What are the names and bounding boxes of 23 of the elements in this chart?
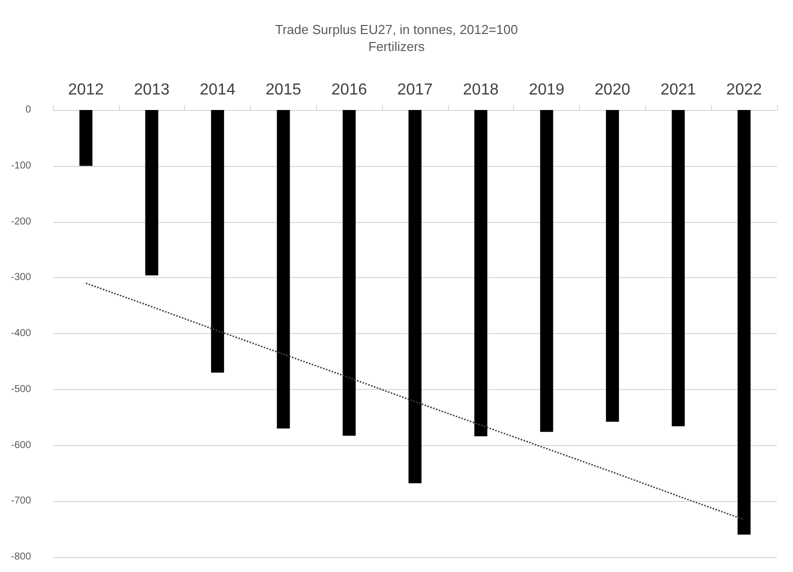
y-tick-label: -800 xyxy=(11,552,32,562)
x-tick-label: 2019 xyxy=(528,82,565,98)
y-tick-label: -700 xyxy=(11,496,32,507)
y-tick-label: 0 xyxy=(25,104,32,116)
x-tick-label: 2015 xyxy=(266,82,302,98)
x-tick-label: 2016 xyxy=(331,82,368,98)
x-tick-label: 2018 xyxy=(463,82,499,98)
y-tick-label: -400 xyxy=(11,328,32,339)
y-tick-label: -600 xyxy=(11,440,32,451)
line-series xyxy=(85,282,745,520)
x-tick-label: 2017 xyxy=(397,82,433,98)
y-tick-label: -100 xyxy=(11,160,32,172)
x-tick-label: 2022 xyxy=(726,82,762,98)
chart-subtitle: Fertilizers xyxy=(368,39,426,54)
x-tick-label: 2020 xyxy=(594,82,630,98)
x-tick-label: 2014 xyxy=(200,82,236,98)
x-tick-label: 2021 xyxy=(660,82,696,98)
chart-title: Trade Surplus EU27, in tonnes, 2012=100 xyxy=(275,22,518,37)
x-tick-label: 2013 xyxy=(134,82,170,98)
x-tick-label: 2012 xyxy=(68,82,104,98)
y-tick-label: -200 xyxy=(11,216,32,228)
y-tick-label: -500 xyxy=(11,384,32,395)
y-tick-label: -300 xyxy=(11,272,32,284)
